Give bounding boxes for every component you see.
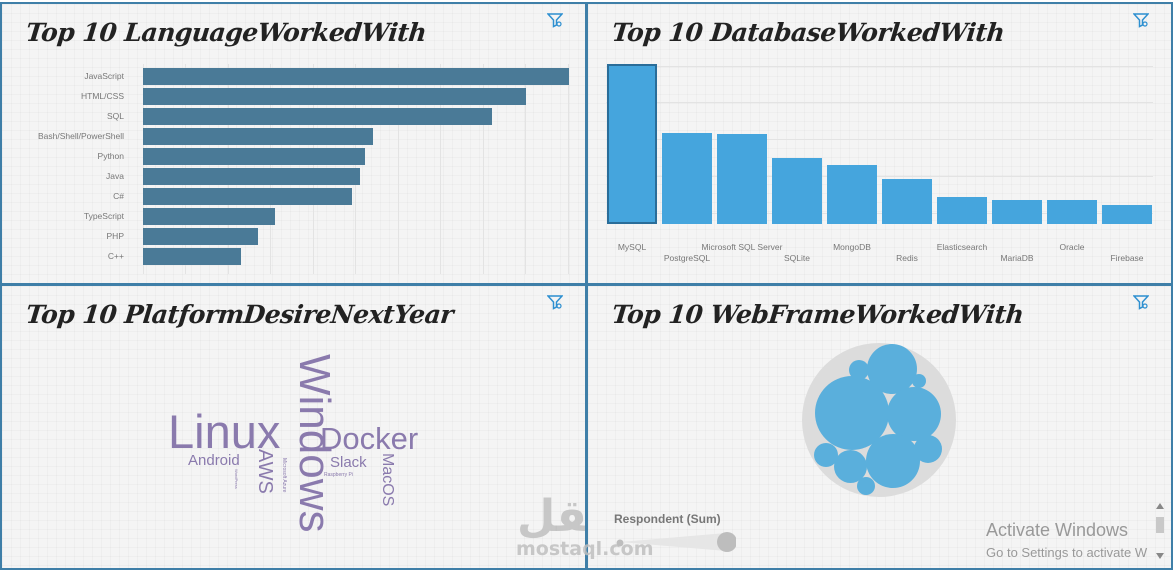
category-label: MongoDB (833, 242, 871, 252)
category-label: JavaScript (84, 71, 124, 81)
category-label: MariaDB (1000, 253, 1034, 263)
category-label: Elasticsearch (936, 242, 988, 252)
panel-title: Top 10 WebFrameWorkedWith (610, 300, 1026, 329)
platform-wordcloud-panel: Top 10 PlatformDesireNextYear Linux Wind… (0, 284, 587, 570)
bar[interactable] (937, 196, 987, 224)
gridline (440, 64, 441, 274)
bar[interactable] (882, 179, 932, 224)
language-chart-panel: Top 10 LanguageWorkedWith JavaScript HTML… (0, 2, 587, 285)
bar[interactable] (143, 68, 569, 85)
category-label: HTML/CSS (81, 91, 124, 101)
activate-windows-title: Activate Windows (986, 520, 1129, 540)
bar[interactable] (992, 200, 1042, 224)
bar-row: Bash/Shell/PowerShell (2, 128, 585, 145)
bar[interactable] (143, 168, 361, 185)
word-wordpress[interactable]: WordPress (234, 469, 239, 489)
database-chart-panel: Top 10 DatabaseWorkedWith MySQL PostgreSQ… (586, 2, 1173, 285)
bubble[interactable] (849, 360, 869, 380)
bubble[interactable] (912, 374, 926, 388)
gridline (398, 64, 399, 274)
size-legend (616, 532, 736, 552)
gridline (606, 176, 1153, 177)
bar[interactable] (143, 228, 259, 245)
bubble[interactable] (814, 443, 838, 467)
gridline (483, 64, 484, 274)
bar[interactable] (143, 188, 352, 205)
category-label: Python (97, 151, 124, 161)
filter-icon[interactable] (547, 294, 563, 310)
panel-title: Top 10 LanguageWorkedWith (24, 18, 428, 47)
activate-windows-subtitle: Go to Settings to activate W (986, 545, 1148, 560)
bubble[interactable] (867, 344, 917, 394)
watermark-latin: mostaql.com (516, 538, 654, 560)
bar[interactable] (143, 148, 365, 165)
watermark-arabic: مستقل (517, 491, 587, 542)
filter-icon[interactable] (1133, 12, 1149, 28)
bar[interactable] (662, 132, 712, 224)
bar[interactable] (717, 134, 767, 224)
word-aws[interactable]: AWS (254, 449, 276, 494)
filter-icon[interactable] (547, 12, 563, 28)
legend-title: Respondent (Sum) (614, 512, 721, 526)
category-label: PHP (106, 231, 124, 241)
filter-icon[interactable] (1133, 294, 1149, 310)
bar[interactable] (143, 208, 276, 225)
gridline (525, 64, 526, 274)
bar-row: JavaScript (2, 68, 585, 85)
bar-row: PHP (2, 228, 585, 245)
category-label: Oracle (1059, 242, 1085, 252)
bubble[interactable] (857, 477, 875, 495)
category-label: Microsoft SQL Server (701, 242, 783, 252)
panel-title: Top 10 DatabaseWorkedWith (610, 18, 1006, 47)
panel-title: Top 10 PlatformDesireNextYear (24, 300, 455, 329)
bar[interactable] (143, 88, 527, 105)
bar-row: C++ (2, 248, 585, 265)
bar-row: Python (2, 148, 585, 165)
word-linux[interactable]: Linux (168, 405, 281, 458)
category-label: SQL (106, 111, 124, 121)
category-label: Java (106, 171, 124, 181)
bar[interactable] (143, 128, 374, 145)
bar-row: TypeScript (2, 208, 585, 225)
category-label: Bash/Shell/PowerShell (38, 131, 124, 141)
webframe-bubble-panel: Top 10 WebFrameWorkedWith Respondent (Su… (586, 284, 1173, 570)
bubble[interactable] (887, 387, 941, 441)
gridline (606, 139, 1153, 140)
category-label: PostgreSQL (663, 253, 711, 263)
gridline (568, 64, 569, 274)
word-macos[interactable]: MacOS (379, 453, 396, 507)
word-raspberry-pi[interactable]: Raspberry Pi (324, 472, 353, 478)
word-docker[interactable]: Docker (320, 421, 419, 456)
bar[interactable] (1047, 200, 1097, 224)
bar-row: C# (2, 188, 585, 205)
category-label: Redis (896, 253, 918, 263)
word-android[interactable]: Android (188, 452, 240, 469)
bar-row: Java (2, 168, 585, 185)
scrollbar[interactable] (1155, 501, 1165, 561)
gridline (606, 102, 1153, 103)
bubble[interactable] (914, 435, 942, 463)
category-label: MySQL (617, 242, 647, 252)
bar[interactable] (1102, 204, 1152, 224)
category-label: SQLite (784, 253, 810, 263)
category-label: C# (113, 191, 124, 201)
category-label: Firebase (1110, 253, 1144, 263)
bar[interactable] (827, 164, 877, 224)
word-slack[interactable]: Slack (330, 454, 367, 471)
bar[interactable] (607, 64, 657, 224)
word-microsoft-azure[interactable]: Microsoft Azure (281, 458, 287, 493)
category-label: C++ (107, 251, 124, 261)
gridline (606, 213, 1153, 214)
bar[interactable] (143, 248, 241, 265)
bar[interactable] (772, 158, 822, 224)
bar[interactable] (143, 108, 493, 125)
bar-row: HTML/CSS (2, 88, 585, 105)
gridline (606, 66, 1153, 67)
bar-row: SQL (2, 108, 585, 125)
category-label: TypeScript (83, 211, 124, 221)
bubble[interactable] (866, 434, 920, 488)
